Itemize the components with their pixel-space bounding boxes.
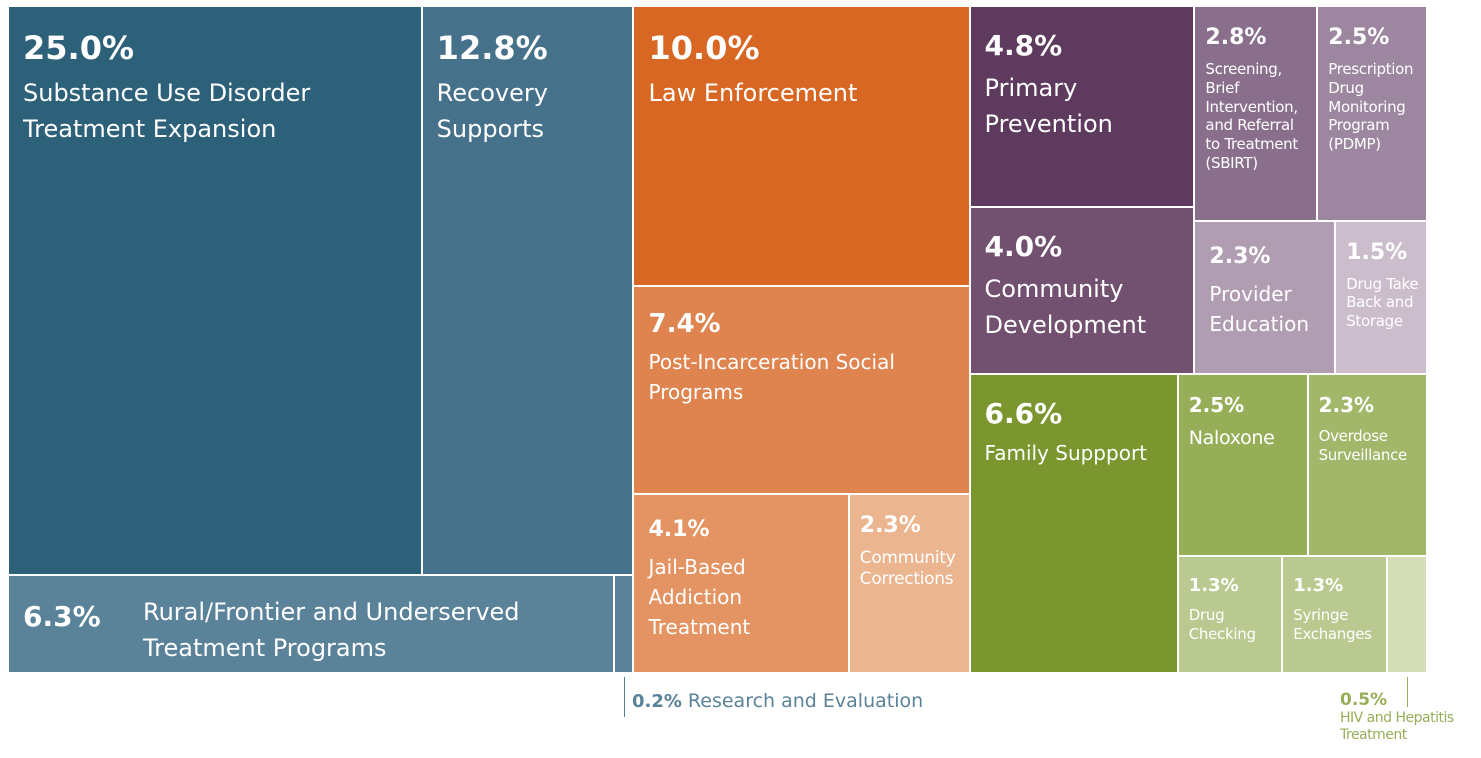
value-label: 4.1% <box>648 516 710 542</box>
value-label: 0.2% <box>632 691 682 712</box>
treemap-cell: 2.3% Overdose Surveillance <box>1307 374 1427 556</box>
category-label: Jail-Based Addiction Treatment <box>648 554 751 639</box>
value-label: 2.3% <box>1209 243 1271 269</box>
treemap-cell: 1.5% Drug Take Back and Storage <box>1335 220 1427 375</box>
category-label: Research and Evaluation <box>687 690 924 712</box>
value-label: 10.0% <box>648 29 760 67</box>
value-label: 7.4% <box>648 309 721 340</box>
treemap-cell: 2.3% Community Corrections <box>848 493 970 673</box>
category-label: Law Enforcement <box>648 79 858 107</box>
category-label: Post-Incarceration Social Programs <box>648 350 895 405</box>
category-label: Provider Education <box>1209 281 1309 336</box>
category-label: Primary Prevention <box>984 74 1113 138</box>
value-label: 2.5% <box>1328 25 1390 50</box>
category-label: Community Development <box>984 274 1147 339</box>
category-label: Substance Use Disorder Treatment Expansi… <box>23 79 311 143</box>
leader-line <box>623 677 625 717</box>
value-label: 1.5% <box>1346 239 1408 265</box>
value-label: 2.3% <box>1318 393 1375 418</box>
treemap-cell: 2.8% Screening, Brief Intervention, and R… <box>1194 6 1318 221</box>
value-label: 4.8% <box>984 29 1063 62</box>
treemap-cell: 2.5% Prescription Drug Monitoring Program… <box>1317 6 1427 221</box>
treemap-cell: 1.3% Syringe Exchanges <box>1282 555 1387 673</box>
category-label: Recovery Supports <box>436 79 548 143</box>
outside-label: 0.2% Research and Evaluation <box>632 690 923 712</box>
treemap-cell: 4.1% Jail-Based Addiction Treatment <box>633 493 849 673</box>
category-label: Prescription Drug Monitoring Program (PD… <box>1328 60 1414 153</box>
value-label: 1.3% <box>1188 574 1239 596</box>
treemap-cell: 2.5% Naloxone <box>1177 374 1308 556</box>
treemap-cell: 7.4% Post-Incarceration Social Programs <box>633 286 970 494</box>
treemap-cell: 25.0% Substance Use Disorder Treatment Ex… <box>8 6 422 576</box>
outside-label: 0.5% HIV and Hepatitis Treatment <box>1340 690 1475 744</box>
category-label: Syringe Exchanges <box>1293 605 1372 643</box>
value-label: 6.6% <box>984 397 1063 431</box>
category-label: Naloxone <box>1188 427 1275 450</box>
treemap-cell: 1.3% Drug Checking <box>1177 555 1283 673</box>
value-label: 4.0% <box>984 229 1063 263</box>
category-label: Rural/Frontier and Underserved Treatment… <box>143 598 520 663</box>
category-label: Community Corrections <box>859 547 956 589</box>
treemap-cell <box>614 575 634 673</box>
category-label: HIV and Hepatitis Treatment <box>1340 710 1454 743</box>
category-label: Screening, Brief Intervention, and Refer… <box>1205 60 1298 172</box>
category-label: Family Suppport <box>984 441 1148 466</box>
value-label: 2.3% <box>859 512 921 538</box>
value-label: 2.5% <box>1188 393 1245 418</box>
value-label: 2.8% <box>1205 25 1267 50</box>
treemap-cell: 12.8% Recovery Supports <box>421 6 634 576</box>
category-label: Overdose Surveillance <box>1318 427 1408 465</box>
treemap-cell: 6.3% Rural/Frontier and Underserved Treat… <box>8 575 615 673</box>
leader-line <box>1407 677 1408 707</box>
value-label: 25.0% <box>23 29 135 67</box>
category-label: Drug Checking <box>1188 605 1256 643</box>
treemap-cell: 4.8% Primary Prevention <box>969 6 1195 207</box>
treemap-cell <box>1386 555 1427 673</box>
treemap-cell: 4.0% Community Development <box>969 206 1195 375</box>
treemap-cell: 6.6% Family Suppport <box>969 374 1178 673</box>
value-label: 1.3% <box>1293 574 1344 596</box>
value-label: 0.5% <box>1340 690 1388 710</box>
category-label: Drug Take Back and Storage <box>1346 274 1419 331</box>
value-label: 12.8% <box>436 29 548 67</box>
treemap-cell: 2.3% Provider Education <box>1194 220 1336 375</box>
treemap-cell: 10.0% Law Enforcement <box>633 6 970 287</box>
value-label: 6.3% <box>23 600 101 634</box>
